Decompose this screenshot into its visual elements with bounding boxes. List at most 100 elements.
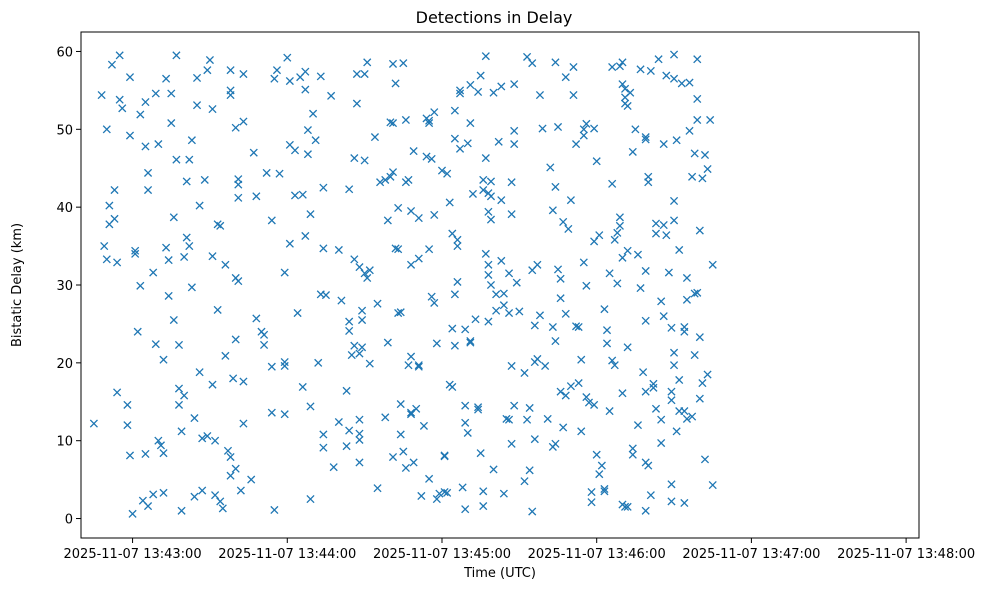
data-point [535, 311, 545, 320]
data-point [461, 418, 470, 427]
x-tick-label: 2025-11-07 13:44:00 [218, 547, 356, 562]
data-point [182, 177, 191, 186]
data-point [667, 323, 676, 332]
data-point [159, 449, 168, 458]
data-point [345, 185, 354, 194]
data-point [394, 203, 403, 212]
data-point [187, 136, 196, 145]
data-point [448, 382, 457, 392]
data-point [430, 210, 439, 219]
data-point [450, 134, 459, 143]
data-point [357, 315, 367, 325]
data-point [623, 502, 632, 511]
data-point [443, 169, 452, 178]
y-tick-label: 60 [56, 45, 73, 60]
data-point [685, 126, 694, 135]
x-axis-label: Time (UTC) [463, 566, 536, 581]
data-point [649, 379, 658, 388]
data-point [419, 421, 428, 430]
data-point [218, 504, 227, 513]
data-point [693, 55, 702, 64]
data-point [110, 214, 119, 223]
data-point [484, 317, 493, 326]
data-point [504, 269, 514, 278]
data-point [203, 431, 212, 441]
data-point [675, 245, 684, 255]
data-point [528, 59, 537, 68]
data-point [440, 451, 449, 460]
data-point [636, 284, 645, 293]
data-point [533, 260, 542, 269]
data-point [510, 140, 519, 149]
data-point [205, 55, 214, 65]
data-point [159, 355, 168, 364]
data-point [327, 91, 336, 100]
data-point [680, 407, 689, 416]
data-point [231, 464, 240, 473]
data-point [608, 62, 617, 72]
data-point [504, 415, 514, 424]
data-point [582, 393, 591, 402]
data-point [461, 325, 470, 334]
data-point [115, 95, 124, 104]
data-point [363, 273, 372, 283]
data-point [556, 294, 565, 303]
data-point [360, 69, 369, 79]
data-point [280, 358, 289, 367]
data-point [239, 69, 248, 79]
y-tick-label: 40 [56, 201, 73, 216]
data-point [507, 361, 516, 371]
data-point [644, 461, 653, 470]
data-point [195, 368, 204, 377]
data-point [538, 124, 547, 133]
data-point [569, 90, 578, 100]
data-point [504, 308, 514, 318]
data-point [502, 414, 511, 423]
data-point [443, 488, 452, 497]
data-point [239, 419, 248, 428]
data-point [363, 58, 372, 67]
data-point [626, 88, 635, 97]
data-point [528, 507, 537, 516]
data-point [388, 119, 398, 128]
data-point [579, 125, 588, 134]
data-point [654, 55, 663, 64]
data-point [556, 274, 565, 283]
data-point [221, 351, 230, 360]
data-point [520, 368, 529, 378]
data-point [177, 427, 186, 436]
data-point [499, 489, 508, 498]
data-point [399, 59, 408, 68]
data-point [641, 266, 650, 276]
data-point [167, 89, 176, 98]
data-point [497, 256, 506, 265]
data-point [564, 224, 573, 234]
data-point [633, 421, 643, 430]
data-point [497, 196, 506, 205]
data-point [141, 98, 150, 107]
data-point [476, 449, 485, 458]
data-point [182, 233, 191, 242]
data-point [484, 207, 493, 216]
data-point [102, 125, 111, 134]
data-point [695, 394, 704, 403]
data-point [229, 374, 238, 383]
data-point [303, 126, 312, 135]
data-point [636, 65, 645, 74]
data-point [164, 291, 173, 300]
data-point [628, 147, 637, 156]
data-point [159, 488, 168, 497]
data-point [303, 150, 312, 159]
data-point [357, 343, 367, 352]
data-point [190, 492, 199, 501]
data-point [386, 172, 395, 181]
data-point [582, 281, 591, 290]
data-point [587, 488, 596, 497]
data-point [551, 439, 560, 448]
data-point [239, 377, 248, 386]
data-point [342, 442, 351, 451]
data-point [388, 59, 398, 68]
plot-frame [80, 31, 920, 539]
data-point [370, 133, 380, 142]
data-point [226, 452, 235, 462]
